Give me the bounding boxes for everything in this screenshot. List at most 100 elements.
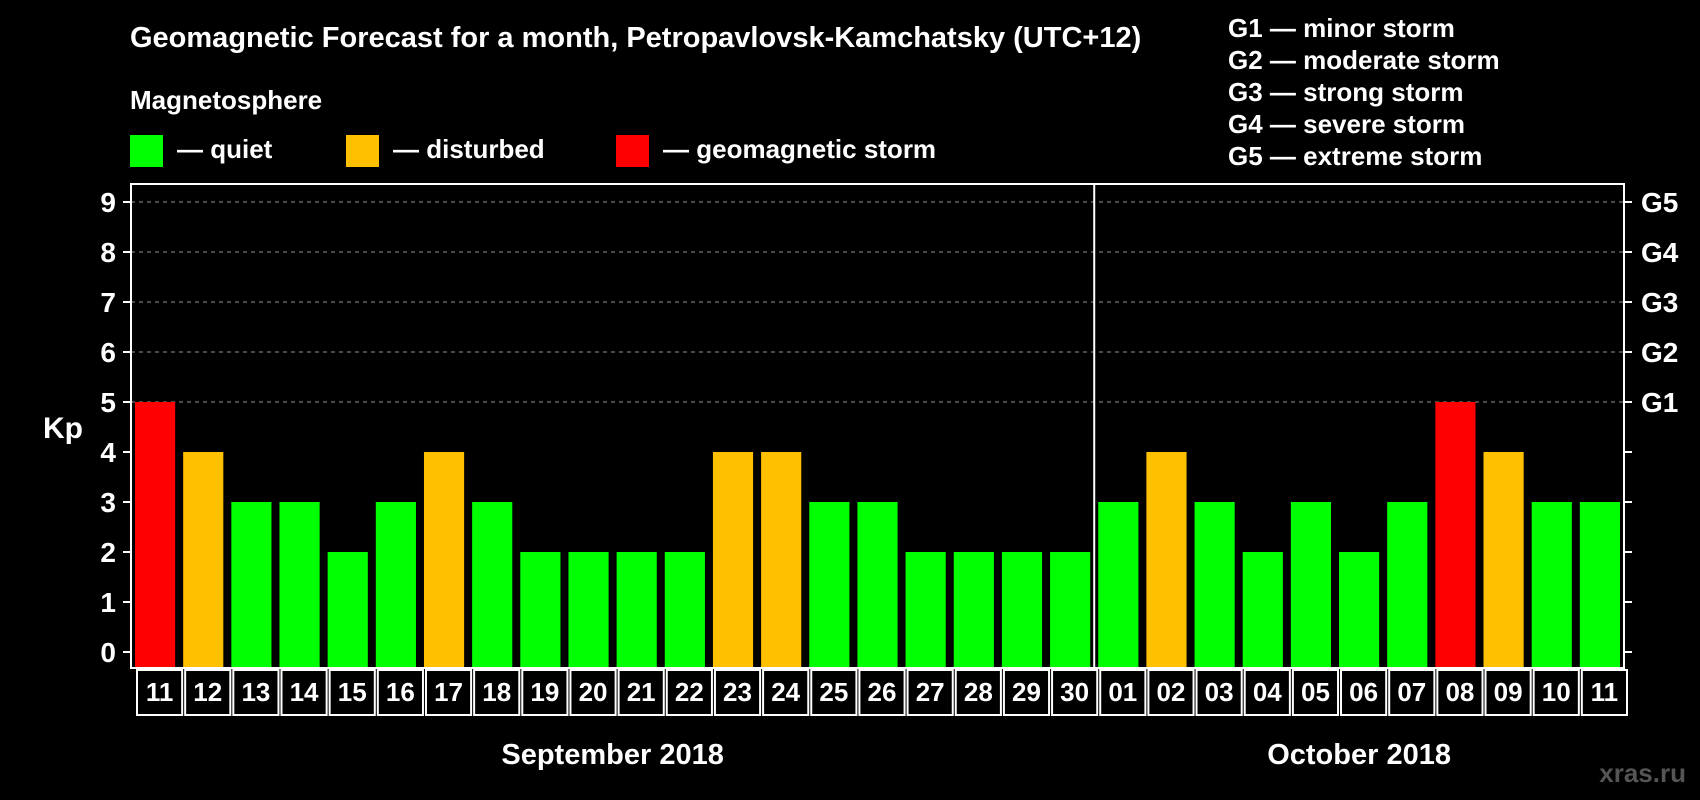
watermark: xras.ru bbox=[1599, 758, 1686, 788]
bar bbox=[1483, 452, 1524, 668]
legend-label-disturbed: — disturbed bbox=[393, 134, 545, 164]
y-tick-label: 5 bbox=[100, 387, 116, 418]
day-box bbox=[713, 669, 762, 716]
month-label: September 2018 bbox=[501, 739, 723, 771]
bar bbox=[616, 552, 657, 668]
bar bbox=[1290, 502, 1332, 668]
bar bbox=[1579, 502, 1620, 668]
x-tick-label: 22 bbox=[675, 677, 704, 707]
x-tick-label: 06 bbox=[1349, 677, 1378, 707]
bar bbox=[279, 502, 320, 668]
x-tick-label: 04 bbox=[1253, 677, 1282, 707]
x-tick-label: 11 bbox=[1591, 677, 1619, 707]
x-axis: 11 12 13 14 15 16 17 18 19 20 21 22 23 24 25 26 27 28 29 30… bbox=[136, 669, 1629, 771]
storm-scale-item: G4 — severe storm bbox=[1228, 109, 1465, 139]
day-box bbox=[1099, 669, 1147, 716]
x-tick-label: 20 bbox=[579, 677, 608, 707]
day-box bbox=[1436, 669, 1484, 716]
day-box bbox=[1580, 669, 1629, 716]
day-box bbox=[1484, 669, 1532, 716]
storm-scale-item: G5 — extreme storm bbox=[1228, 141, 1482, 171]
bar bbox=[231, 502, 272, 668]
day-box bbox=[1291, 669, 1340, 716]
x-tick-label: 28 bbox=[964, 677, 993, 707]
day-box bbox=[1002, 669, 1051, 716]
plot-frame bbox=[130, 183, 1625, 669]
day-box bbox=[1195, 669, 1243, 716]
y-axis-label: Kp bbox=[43, 412, 83, 445]
x-tick-label: 29 bbox=[1012, 677, 1041, 707]
bar bbox=[135, 402, 176, 668]
x-tick-label: 11 bbox=[146, 677, 174, 707]
x-tick-label: 15 bbox=[338, 677, 367, 707]
x-tick-label: 18 bbox=[482, 677, 511, 707]
x-tick-label: 16 bbox=[386, 677, 415, 707]
day-box bbox=[521, 669, 569, 716]
bar bbox=[1194, 502, 1235, 668]
bar bbox=[1531, 502, 1572, 668]
bar bbox=[1387, 502, 1428, 668]
day-box bbox=[954, 669, 1002, 716]
legend-label-quiet: — quiet bbox=[177, 134, 273, 164]
bar bbox=[1050, 552, 1091, 668]
bar bbox=[1098, 502, 1139, 668]
right-tick-label: G4 bbox=[1641, 237, 1679, 268]
x-tick-label: 25 bbox=[819, 677, 848, 707]
right-tick-label: G5 bbox=[1641, 187, 1678, 218]
x-tick-label: 09 bbox=[1494, 677, 1523, 707]
x-tick-label: 19 bbox=[530, 677, 559, 707]
bar bbox=[472, 502, 513, 668]
legend: — quiet — disturbed — geomagnetic storm bbox=[130, 134, 936, 167]
bar bbox=[712, 452, 754, 668]
right-tick-label: G3 bbox=[1641, 287, 1678, 318]
day-box bbox=[1388, 669, 1436, 716]
day-box bbox=[858, 669, 906, 716]
day-box bbox=[376, 669, 424, 716]
day-box bbox=[1147, 669, 1195, 716]
bar bbox=[761, 452, 802, 668]
legend-swatch-storm bbox=[616, 135, 649, 167]
storm-scale-item: G3 — strong storm bbox=[1228, 77, 1463, 107]
bar bbox=[809, 502, 850, 668]
bar bbox=[183, 452, 224, 668]
month-label: October 2018 bbox=[1267, 739, 1451, 771]
bar bbox=[857, 502, 898, 668]
x-tick-label: 03 bbox=[1205, 677, 1234, 707]
y-tick-label: 4 bbox=[100, 437, 116, 468]
bar bbox=[1242, 552, 1283, 668]
x-tick-label: 21 bbox=[627, 677, 656, 707]
day-box bbox=[136, 669, 184, 716]
bar bbox=[953, 552, 994, 668]
plot-area: 0 1 2 3 4 5 6 7 8 9 G1 G2 G3 G4 G5 bbox=[100, 183, 1679, 669]
y-tick-label: 3 bbox=[100, 487, 116, 518]
bar bbox=[1146, 452, 1187, 668]
y-tick-label: 2 bbox=[100, 537, 116, 568]
day-box bbox=[1340, 669, 1388, 716]
bar bbox=[568, 552, 609, 668]
storm-scale-item: G1 — minor storm bbox=[1228, 13, 1455, 43]
day-box bbox=[810, 669, 858, 716]
legend-label-storm: — geomagnetic storm bbox=[663, 134, 936, 164]
x-tick-label: 23 bbox=[723, 677, 752, 707]
x-tick-label: 12 bbox=[193, 677, 222, 707]
x-tick-label: 26 bbox=[868, 677, 897, 707]
day-box bbox=[232, 669, 280, 716]
bar bbox=[423, 452, 465, 668]
bar bbox=[905, 552, 946, 668]
x-tick-label: 24 bbox=[771, 677, 800, 707]
bar bbox=[1435, 402, 1476, 668]
day-box bbox=[569, 669, 617, 716]
right-tick-label: G2 bbox=[1641, 337, 1678, 368]
x-tick-label: 02 bbox=[1157, 677, 1186, 707]
y-tick-label: 0 bbox=[100, 637, 116, 668]
day-box bbox=[665, 669, 713, 716]
storm-scale-item: G2 — moderate storm bbox=[1228, 45, 1500, 75]
x-tick-label: 27 bbox=[916, 677, 945, 707]
x-tick-label: 10 bbox=[1542, 677, 1571, 707]
chart-title: Geomagnetic Forecast for a month, Petrop… bbox=[130, 22, 1141, 54]
y-tick-label: 8 bbox=[100, 237, 116, 268]
day-box bbox=[473, 669, 521, 716]
bar bbox=[1001, 552, 1043, 668]
